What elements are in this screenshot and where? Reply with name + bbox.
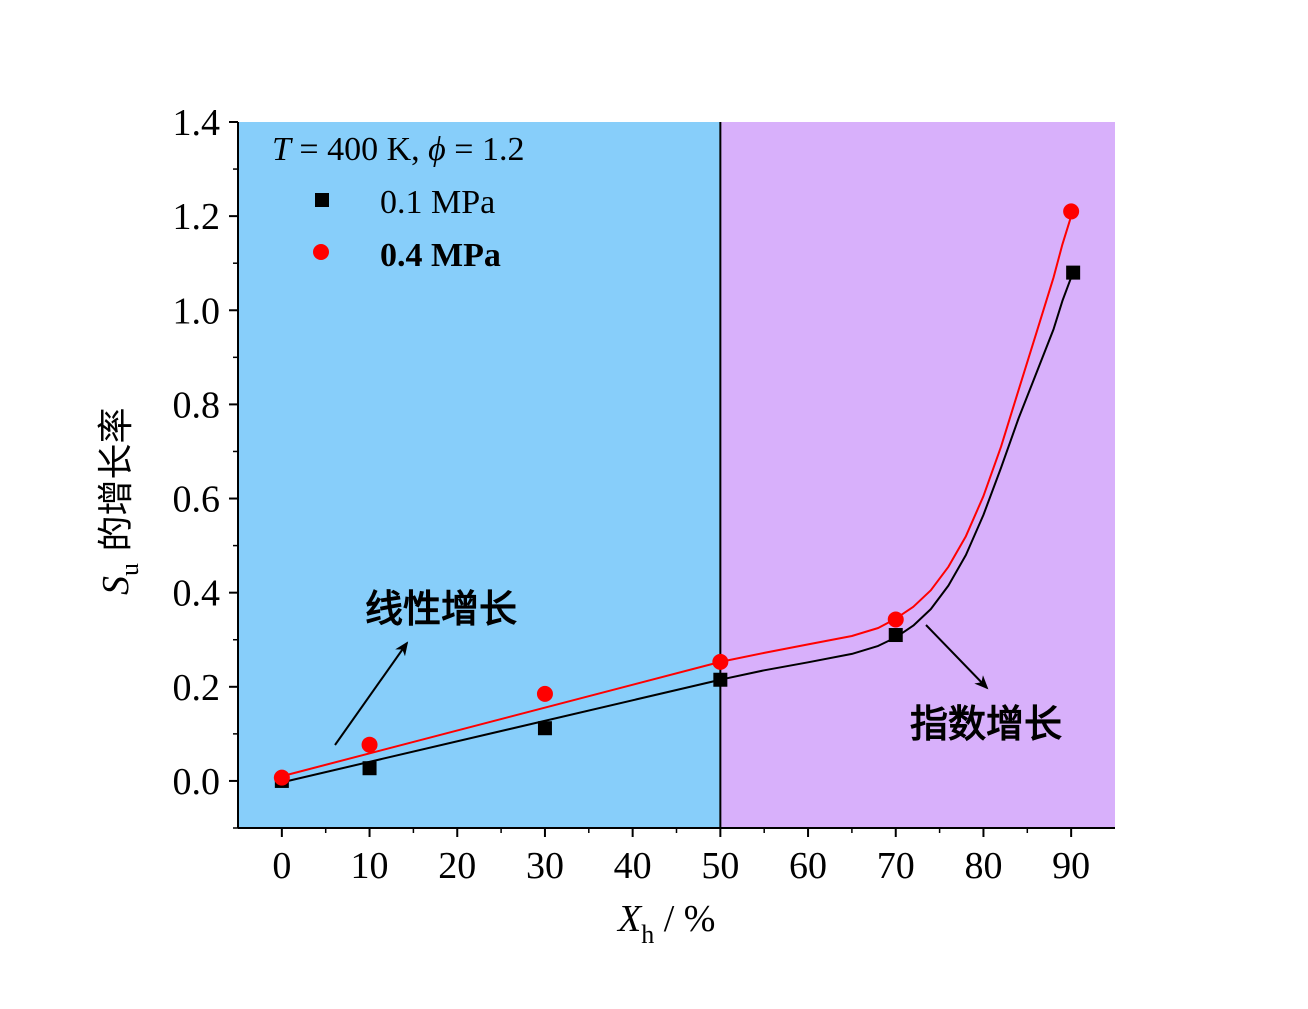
linear-growth-arrow <box>334 641 409 746</box>
x-tick-label: 70 <box>877 845 915 887</box>
x-tick-label: 0 <box>272 845 291 887</box>
phi-symbol: ϕ <box>428 131 446 168</box>
y-axis-subscript: u <box>115 563 144 576</box>
y-tick-label: 1.0 <box>173 290 221 332</box>
exponential-growth-arrow <box>925 624 989 690</box>
y-axis-ticks: 0.0 0.2 0.4 0.6 0.8 1.0 1.2 1.4 <box>173 102 238 829</box>
x-tick-label: 80 <box>964 845 1002 887</box>
exponential-fit-0-1-mpa <box>720 276 1073 681</box>
condition-annotation: T = 400 K, ϕ = 1.2 <box>272 131 524 168</box>
legend-marker-circle <box>313 244 329 260</box>
region-exponential <box>720 122 1115 828</box>
x-axis-title: Xh / % <box>616 898 715 949</box>
point-square-3 <box>713 672 728 687</box>
y-axis-title: Su 的增长率 <box>95 408 144 595</box>
linear-growth-label: 线性增长 <box>365 587 517 631</box>
point-square-4 <box>888 628 903 643</box>
background-regions <box>238 122 1115 828</box>
y-axis-text: 的增长率 <box>96 408 137 563</box>
linear-fit-0-4-mpa <box>281 660 721 778</box>
y-tick-label: 0.4 <box>173 573 221 615</box>
x-tick-label: 40 <box>614 845 652 887</box>
fit-curves <box>281 215 1073 784</box>
x-tick-label: 90 <box>1052 845 1090 887</box>
exponential-fit-0-4-mpa <box>720 215 1073 663</box>
phi-value: = 1.2 <box>446 131 525 168</box>
exponential-growth-label: 指数增长 <box>910 702 1062 746</box>
y-tick-label: 0.0 <box>173 761 221 803</box>
temperature-value: = 400 K, <box>291 131 428 168</box>
y-tick-label: 0.6 <box>173 479 221 521</box>
point-circle-4 <box>887 611 904 628</box>
x-axis-ticks: 0 10 20 30 40 50 60 70 80 90 <box>272 828 1090 887</box>
legend-marker-square <box>315 193 329 207</box>
x-tick-label: 30 <box>526 845 564 887</box>
legend-label-0-4-mpa: 0.4 MPa <box>380 237 501 274</box>
x-axis-subscript: h <box>641 920 654 949</box>
x-axis-unit: / % <box>654 898 715 940</box>
x-tick-label: 10 <box>351 845 389 887</box>
y-tick-label: 0.8 <box>173 384 221 426</box>
temperature-symbol: T <box>272 131 293 168</box>
point-circle-3 <box>712 653 729 670</box>
x-axis-symbol: X <box>616 898 643 940</box>
point-circle-0 <box>273 769 290 786</box>
y-tick-label: 1.2 <box>173 196 221 238</box>
point-circle-5 <box>1063 203 1080 220</box>
y-tick-label: 0.2 <box>173 667 221 709</box>
point-square-1 <box>362 761 377 776</box>
x-tick-label: 60 <box>789 845 827 887</box>
point-circle-2 <box>536 685 553 702</box>
data-points <box>273 203 1081 788</box>
y-tick-label: 1.4 <box>173 102 221 144</box>
region-linear <box>238 122 721 828</box>
x-tick-label: 50 <box>701 845 739 887</box>
y-axis-symbol: S <box>95 576 137 595</box>
x-tick-label: 20 <box>438 845 476 887</box>
linear-fit-0-1-mpa <box>281 678 721 784</box>
legend: 0.1 MPa 0.4 MPa <box>313 184 501 274</box>
y-axis-title-group: Su 的增长率 <box>95 408 144 595</box>
point-circle-1 <box>361 736 378 753</box>
point-square-2 <box>537 721 552 736</box>
legend-label-0-1-mpa: 0.1 MPa <box>380 184 495 221</box>
point-square-5 <box>1066 265 1081 280</box>
